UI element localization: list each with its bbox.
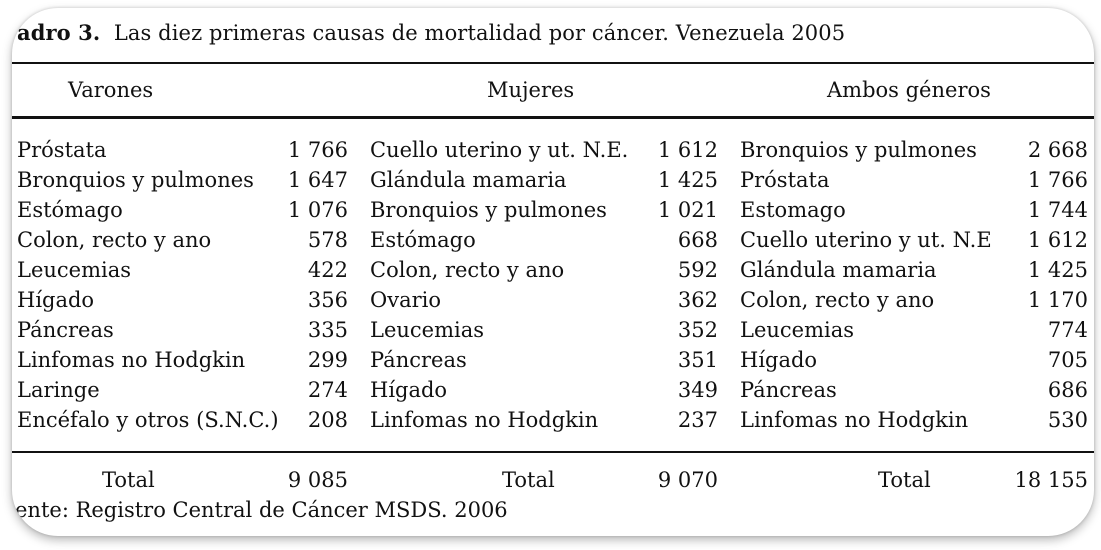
cause-cell: Ovario	[370, 288, 441, 312]
value-cell: 349	[677, 378, 718, 402]
cause-cell: Próstata	[17, 138, 107, 162]
cause-cell: Bronquios y pulmones	[17, 168, 254, 192]
total-label-mujeres: Total	[502, 468, 555, 492]
cause-cell: Hígado	[17, 288, 95, 312]
cause-cell: Estómago	[370, 228, 476, 252]
cause-cell: Glándula mamaria	[740, 258, 937, 282]
value-cell: 1 076	[287, 198, 348, 222]
value-cell: 774	[1047, 318, 1088, 342]
value-cell: 1 744	[1027, 198, 1088, 222]
value-cell: 1 425	[1027, 258, 1088, 282]
value-cell: 2 668	[1027, 138, 1088, 162]
source-note: ente: Registro Central de Cáncer MSDS. 2…	[15, 498, 508, 522]
total-label-varones: Total	[102, 468, 155, 492]
cause-cell: Leucemias	[740, 318, 855, 342]
cause-cell: Cuello uterino y ut. N.E.	[370, 138, 629, 162]
value-cell: 351	[677, 348, 718, 372]
value-cell: 335	[307, 318, 348, 342]
bottom-rule	[12, 451, 1094, 453]
value-cell: 352	[677, 318, 718, 342]
cause-cell: Estómago	[17, 198, 123, 222]
value-cell: 362	[677, 288, 718, 312]
document-frame: adro 3. Las diez primeras causas de mort…	[12, 8, 1094, 536]
value-cell: 274	[307, 378, 348, 402]
cause-cell: Bronquios y pulmones	[740, 138, 977, 162]
cause-cell: Linfomas no Hodgkin	[740, 408, 969, 432]
value-cell: 237	[677, 408, 718, 432]
total-value-mujeres: 9 070	[657, 468, 718, 492]
value-cell: 356	[307, 288, 348, 312]
cause-cell: Colon, recto y ano	[370, 258, 565, 282]
total-label-ambos: Total	[878, 468, 931, 492]
value-cell: 578	[307, 228, 348, 252]
header-rule	[12, 116, 1094, 119]
cause-cell: Leucemias	[370, 318, 485, 342]
cause-cell: Encéfalo y otros (S.N.C.)	[17, 408, 279, 432]
value-cell: 1 766	[287, 138, 348, 162]
cause-cell: Páncreas	[370, 348, 467, 372]
table-number: adro 3.	[17, 20, 101, 45]
total-value-ambos: 18 155	[1014, 468, 1088, 492]
value-cell: 208	[307, 408, 348, 432]
value-cell: 592	[677, 258, 718, 282]
cause-cell: Leucemias	[17, 258, 132, 282]
value-cell: 1 766	[1027, 168, 1088, 192]
cause-cell: Próstata	[740, 168, 830, 192]
cause-cell: Páncreas	[17, 318, 114, 342]
value-cell: 530	[1047, 408, 1088, 432]
cause-cell: Bronquios y pulmones	[370, 198, 607, 222]
value-cell: 1 170	[1027, 288, 1088, 312]
value-cell: 686	[1047, 378, 1088, 402]
cause-cell: Colon, recto y ano	[740, 288, 935, 312]
cause-cell: Páncreas	[740, 378, 837, 402]
value-cell: 668	[677, 228, 718, 252]
value-cell: 299	[307, 348, 348, 372]
cause-cell: Estomago	[740, 198, 846, 222]
value-cell: 1 612	[657, 138, 718, 162]
cause-cell: Hígado	[740, 348, 818, 372]
header-varones: Varones	[68, 78, 154, 102]
cause-cell: Laringe	[17, 378, 100, 402]
value-cell: 422	[307, 258, 348, 282]
value-cell: 1 612	[1027, 228, 1088, 252]
table-caption: Las diez primeras causas de mortalidad p…	[113, 21, 846, 45]
table-title: adro 3. Las diez primeras causas de mort…	[17, 20, 845, 45]
header-ambos: Ambos géneros	[827, 78, 991, 102]
value-cell: 1 021	[657, 198, 718, 222]
cause-cell: Colon, recto y ano	[17, 228, 212, 252]
value-cell: 1 647	[287, 168, 348, 192]
value-cell: 705	[1047, 348, 1088, 372]
cause-cell: Linfomas no Hodgkin	[17, 348, 246, 372]
cause-cell: Glándula mamaria	[370, 168, 567, 192]
cause-cell: Cuello uterino y ut. N.E	[740, 228, 992, 252]
header-mujeres: Mujeres	[487, 78, 575, 102]
total-value-varones: 9 085	[287, 468, 348, 492]
cause-cell: Linfomas no Hodgkin	[370, 408, 599, 432]
value-cell: 1 425	[657, 168, 718, 192]
top-rule	[12, 62, 1094, 64]
cause-cell: Hígado	[370, 378, 448, 402]
